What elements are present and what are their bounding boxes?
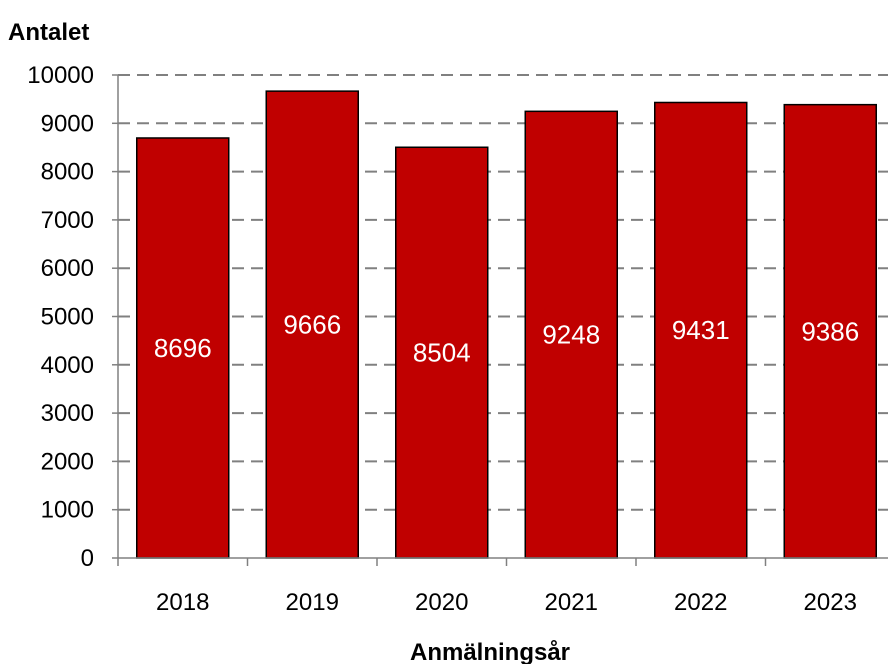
y-tick-label: 2000: [41, 448, 94, 475]
x-tick-label: 2023: [804, 589, 857, 616]
x-tick-label: 2021: [545, 589, 598, 616]
data-label: 9666: [283, 310, 341, 340]
y-tick-label: 8000: [41, 159, 94, 186]
grid-lines: [118, 74, 888, 511]
x-axis-title: Anmälningsår: [410, 639, 570, 664]
x-tick-label: 2020: [415, 589, 468, 616]
y-tick-labels: 0 1000 2000 3000 4000 5000 6000 7000 8000 9000 100…: [27, 62, 94, 572]
bar-2023: [783, 103, 877, 559]
bar-2018: [136, 137, 230, 559]
y-tick-label: 7000: [41, 207, 94, 234]
bar-2019: [265, 90, 359, 559]
data-label: 8696: [154, 333, 212, 363]
y-axis-title: Antalet: [8, 19, 89, 46]
x-tick-label: 2019: [286, 589, 339, 616]
y-tick-label: 4000: [41, 352, 94, 379]
y-tick-label: 3000: [41, 400, 94, 427]
axes: [112, 74, 888, 566]
bar-2022: [654, 101, 748, 559]
x-tick-labels: 2018 2019 2020 2021 2022 2023: [156, 589, 857, 616]
y-tick-label: 0: [81, 545, 94, 572]
y-tick-label: 10000: [27, 62, 94, 89]
data-label: 8504: [413, 338, 471, 368]
data-label: 9431: [672, 315, 730, 345]
bar-2021: [524, 110, 618, 559]
x-tick-label: 2022: [674, 589, 727, 616]
y-tick-label: 6000: [41, 255, 94, 282]
y-tick-label: 5000: [41, 304, 94, 331]
data-label: 9386: [801, 316, 859, 346]
y-tick-label: 9000: [41, 110, 94, 137]
y-tick-label: 1000: [41, 497, 94, 524]
bar-2020: [395, 146, 489, 559]
bars: 8696 9666 8504 9248 9431 9386: [136, 90, 877, 559]
x-tick-label: 2018: [156, 589, 209, 616]
data-label: 9248: [542, 320, 600, 350]
